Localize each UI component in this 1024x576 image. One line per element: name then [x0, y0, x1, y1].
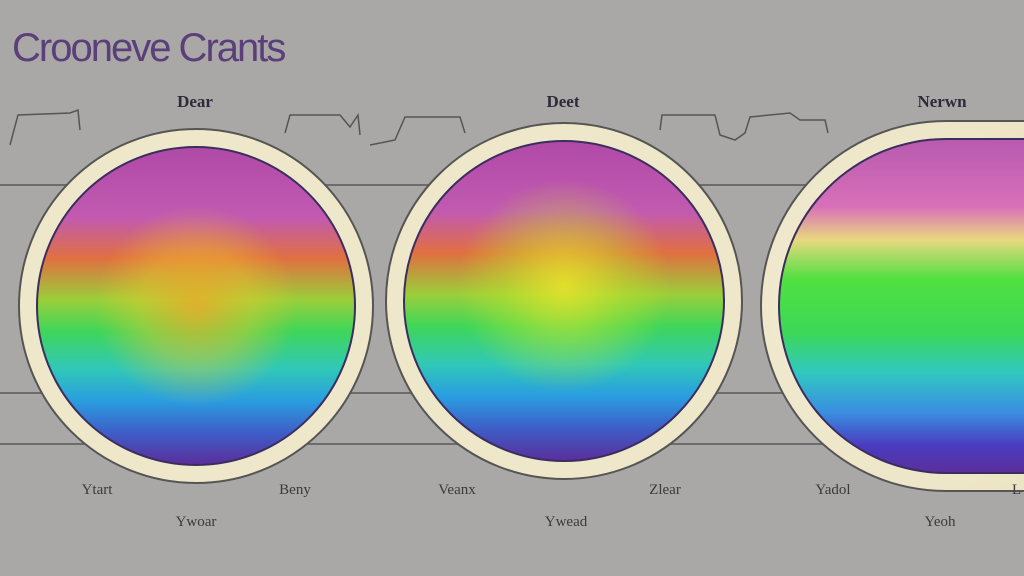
- chart-3-caption: Yeoh: [924, 514, 956, 530]
- chart-face: [778, 138, 1024, 474]
- chart-face: [403, 140, 725, 462]
- page-title: Croonevе Crants: [12, 26, 286, 70]
- chart-3-bottom-right: L: [1012, 482, 1022, 498]
- circular-chart-1: [18, 128, 374, 484]
- chart-3-top-label: Nerwn: [917, 92, 967, 111]
- chart-1-caption: Ywoar: [175, 514, 217, 530]
- chart-1-top-label: Dear: [177, 92, 213, 111]
- chart-face: [36, 146, 356, 466]
- chart-2-bottom-right: Zlear: [649, 482, 681, 498]
- chart-1-bottom-left: Ytart: [81, 482, 113, 498]
- chart-2-caption: Ywead: [544, 514, 588, 530]
- step-line: [9, 108, 829, 146]
- chart-3-bottom-left: Yadol: [815, 482, 851, 498]
- chart-1-bottom-right: Beny: [279, 482, 311, 498]
- circular-chart-3: [760, 120, 1024, 492]
- chart-2-top-label: Deet: [546, 92, 580, 111]
- circular-chart-2: [385, 122, 743, 480]
- chart-2-bottom-left: Veanx: [438, 482, 476, 498]
